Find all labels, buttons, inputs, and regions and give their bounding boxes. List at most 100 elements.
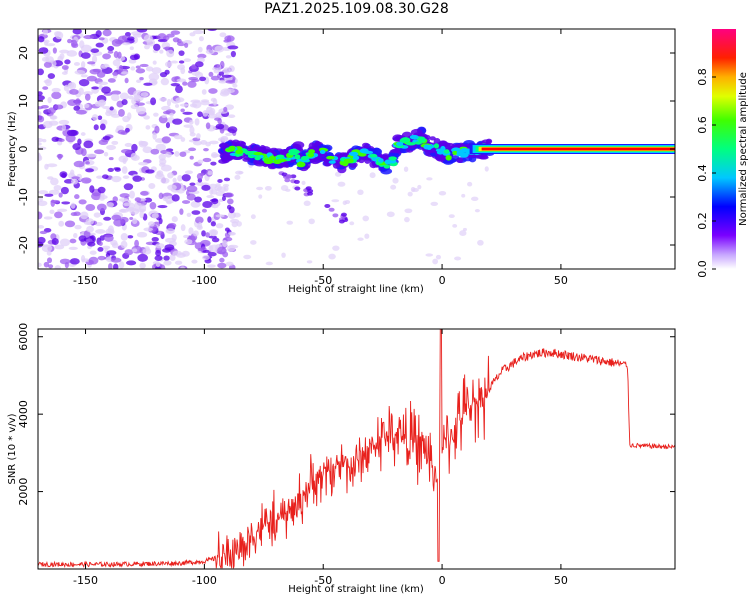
noise-blob: [80, 132, 86, 136]
faint-blob: [362, 215, 370, 222]
noise-blob: [38, 47, 49, 54]
noise-blob: [112, 263, 119, 269]
noise-blob: [129, 46, 134, 51]
noise-blob: [84, 93, 91, 101]
snr-x-label: Height of straight line (km): [288, 584, 424, 595]
noise-blob: [38, 91, 43, 96]
noise-blob: [38, 110, 42, 116]
noise-blob: [86, 75, 98, 82]
noise-blob: [70, 202, 76, 209]
noise-blob: [173, 134, 183, 140]
noise-blob: [132, 175, 142, 182]
noise-blob: [145, 66, 154, 72]
steady-signal-line: [481, 147, 675, 151]
noise-blob: [190, 200, 201, 208]
noise-blob: [225, 55, 232, 59]
faint-blob: [265, 261, 274, 266]
noise-blob: [107, 225, 114, 234]
noise-blob: [134, 197, 142, 202]
noise-blob: [57, 153, 62, 160]
noise-blob: [93, 212, 101, 218]
colorbar-gradient: [712, 29, 736, 269]
noise-blob: [150, 97, 157, 106]
noise-blob: [45, 78, 52, 87]
spectrogram-y-label: Frequency (Hz): [7, 111, 18, 187]
noise-blob: [176, 78, 187, 83]
noise-blob: [38, 153, 42, 161]
snr-y-tick-label: 2000: [17, 478, 30, 506]
noise-blob: [58, 220, 65, 227]
noise-blob: [138, 161, 149, 166]
noise-blob: [85, 153, 97, 158]
noise-blob: [208, 71, 214, 77]
noise-blob: [192, 230, 199, 237]
noise-blob: [139, 76, 144, 81]
noise-blob: [220, 135, 229, 141]
noise-blob: [89, 185, 95, 193]
noise-blob: [154, 173, 165, 180]
noise-blob: [67, 99, 78, 107]
noise-blob: [95, 42, 104, 48]
noise-blob: [154, 255, 163, 262]
noise-blob: [61, 124, 67, 131]
faint-blob: [410, 186, 416, 193]
faint-blob: [264, 185, 272, 191]
noise-blob: [153, 112, 159, 117]
faint-blob: [390, 184, 397, 190]
noise-blob: [148, 72, 160, 81]
noise-blob: [49, 115, 58, 120]
noise-blob: [211, 237, 220, 243]
noise-blob: [223, 177, 231, 182]
noise-blob: [100, 64, 108, 69]
noise-blob: [117, 129, 126, 135]
band-blob: [221, 155, 231, 164]
faint-blob: [430, 201, 439, 206]
noise-blob: [88, 256, 99, 265]
noise-blob: [99, 196, 105, 201]
spectrogram-y-tick-label: -10: [17, 188, 30, 206]
snr-x-tick-label: 50: [554, 574, 568, 587]
faint-blob: [448, 214, 455, 218]
noise-blob: [205, 232, 210, 238]
noise-blob: [188, 227, 194, 235]
noise-blob: [60, 186, 69, 195]
noise-blob: [123, 202, 131, 207]
noise-blob: [80, 74, 88, 78]
noise-blob: [189, 126, 195, 134]
noise-blob: [167, 172, 174, 179]
noise-blob: [46, 257, 53, 264]
noise-blob: [155, 266, 161, 269]
noise-blob: [198, 36, 204, 42]
noise-blob: [38, 190, 49, 195]
noise-blob: [48, 120, 59, 126]
noise-blob: [179, 208, 184, 215]
faint-blob: [452, 224, 458, 228]
faint-blob: [236, 221, 242, 227]
noise-blob: [194, 196, 202, 203]
noise-blob: [112, 71, 119, 76]
noise-blob: [186, 193, 196, 201]
streak-blob: [340, 212, 347, 217]
band-core-blob: [254, 155, 261, 161]
noise-blob: [95, 222, 103, 227]
noise-blob: [224, 192, 234, 198]
noise-blob: [197, 247, 203, 252]
snr-x-tick-label: -100: [192, 574, 217, 587]
noise-blob: [170, 83, 181, 87]
noise-blob: [143, 34, 153, 43]
noise-blob: [191, 210, 201, 215]
faint-blob: [334, 171, 342, 177]
noise-blob: [66, 129, 78, 137]
noise-blob: [191, 259, 198, 264]
noise-blob: [139, 210, 145, 219]
noise-blob: [47, 73, 56, 79]
spectrogram-x-tick-label: -100: [192, 274, 217, 287]
noise-blob: [103, 216, 112, 221]
snr-panel: -150 -100 -50 0 50 2000 4000 6000 Height of str…: [7, 323, 676, 595]
noise-blob: [164, 61, 173, 68]
noise-blob: [93, 124, 99, 131]
noise-blob: [181, 200, 191, 204]
noise-blob: [172, 118, 183, 125]
noise-blob: [187, 80, 197, 88]
noise-blob: [38, 236, 46, 244]
